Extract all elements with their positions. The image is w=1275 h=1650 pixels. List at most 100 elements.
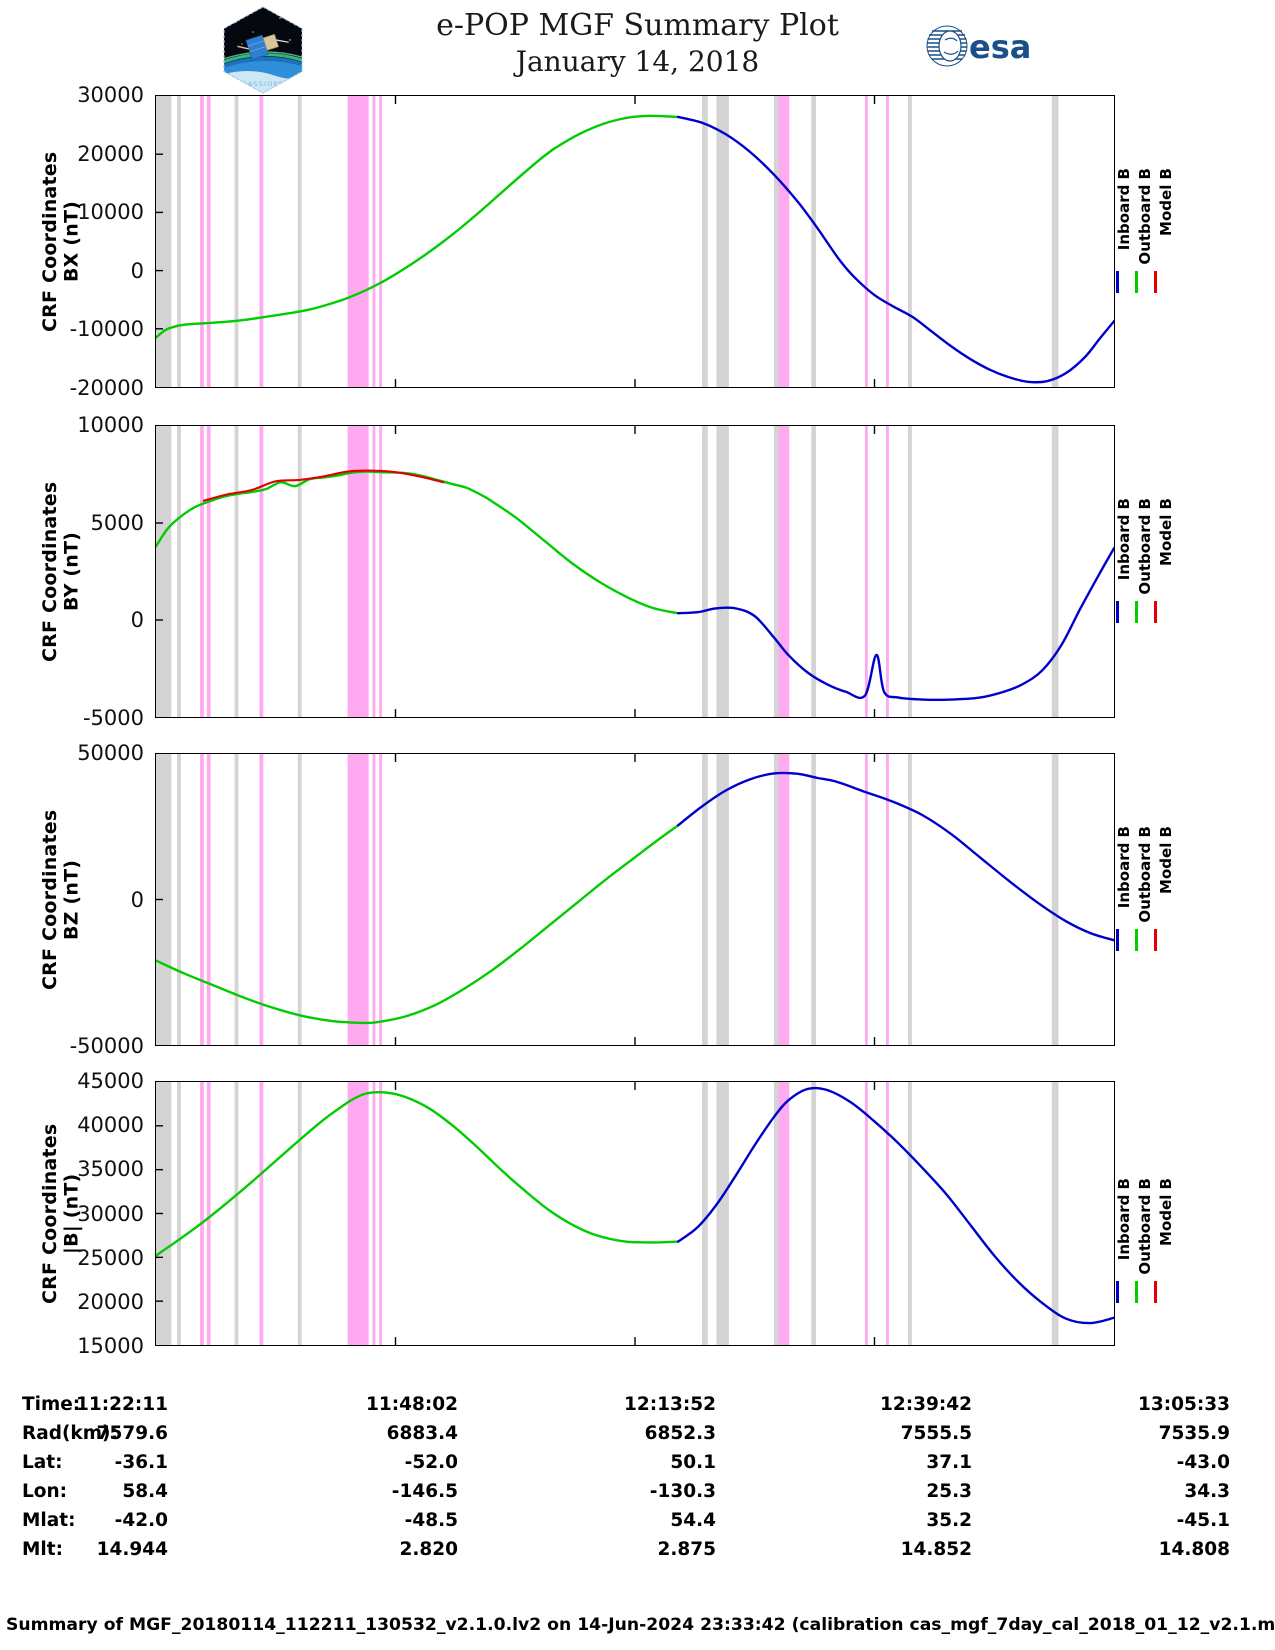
page-title: e-POP MGF Summary Plot January 14, 2018 <box>0 8 1275 79</box>
plot-area-bx[interactable] <box>156 96 1114 387</box>
legend-swatch-outboard-b <box>1135 928 1138 951</box>
table-cell: 7555.5 <box>900 1423 972 1444</box>
table-row: Mlt: 14.944 2.820 2.875 14.852 14.808 <box>0 1539 1275 1568</box>
legend-label-model-b: Model B <box>1157 498 1175 566</box>
legend-swatch-model-b <box>1154 600 1157 623</box>
legend-label-outboard-b: Outboard B <box>1136 168 1154 265</box>
table-cell: 14.808 <box>1158 1539 1230 1560</box>
ytick-label: 0 <box>130 887 144 912</box>
table-cell: -43.0 <box>1176 1452 1230 1473</box>
x-axis-ticks <box>155 1344 1115 1356</box>
table-row: Lat: -36.1 -52.0 50.1 37.1 -43.0 <box>0 1452 1275 1481</box>
table-cell: 11:22:11 <box>75 1394 168 1415</box>
legend-label-inboard-b: Inboard B <box>1115 498 1133 581</box>
legend-swatch-inboard-b <box>1116 1280 1119 1303</box>
legend-label-inboard-b: Inboard B <box>1115 168 1133 251</box>
legend-bt: Inboard B Outboard B Model B <box>1115 1178 1195 1303</box>
table-cell: 35.2 <box>926 1510 972 1531</box>
ytick-label: -20000 <box>69 376 144 400</box>
ytick-label: 10000 <box>77 200 144 225</box>
table-cell: 34.3 <box>1184 1481 1230 1502</box>
ytick-label: 35000 <box>77 1157 144 1182</box>
ytick-label: 50000 <box>77 741 144 765</box>
legend-label-inboard-b: Inboard B <box>1115 826 1133 909</box>
table-cell: -36.1 <box>114 1452 168 1473</box>
table-cell: 58.4 <box>122 1481 168 1502</box>
table-cell: -48.5 <box>404 1510 458 1531</box>
legend-label-model-b: Model B <box>1157 1178 1175 1246</box>
legend-swatch-model-b <box>1154 1280 1157 1303</box>
ytick-labels-bt: 15000 20000 25000 30000 35000 40000 45000 <box>0 1069 150 1358</box>
legend-swatch-model-b <box>1154 928 1157 951</box>
legend-label-outboard-b: Outboard B <box>1136 1178 1154 1275</box>
table-cell: 14.852 <box>900 1539 972 1560</box>
table-cell: -146.5 <box>391 1481 458 1502</box>
ytick-label: 20000 <box>77 141 144 166</box>
table-row-label: Lon: <box>22 1481 68 1502</box>
table-cell: 6883.4 <box>386 1423 458 1444</box>
legend-swatch-inboard-b <box>1116 270 1119 293</box>
table-cell: -42.0 <box>114 1510 168 1531</box>
ytick-label: -50000 <box>69 1034 144 1058</box>
table-cell: -45.1 <box>1176 1510 1230 1531</box>
table-cell: 50.1 <box>670 1452 716 1473</box>
table-cell: 7535.9 <box>1158 1423 1230 1444</box>
table-cell: 11:48:02 <box>365 1394 458 1415</box>
legend-swatch-outboard-b <box>1135 1280 1138 1303</box>
legend-bz: Inboard B Outboard B Model B <box>1115 826 1195 951</box>
esa-logo-text: esa <box>969 28 1031 66</box>
table-row-label: Rad(km): <box>22 1423 118 1444</box>
title-line-2: January 14, 2018 <box>515 44 760 78</box>
ytick-label: 45000 <box>77 1069 144 1093</box>
legend-label-outboard-b: Outboard B <box>1136 826 1154 923</box>
panel-bx <box>155 95 1115 388</box>
legend-label-model-b: Model B <box>1157 826 1175 894</box>
table-row: Time: 11:22:11 11:48:02 12:13:52 12:39:42 13:… <box>0 1394 1275 1423</box>
table-cell: 14.944 <box>96 1539 168 1560</box>
legend-swatch-inboard-b <box>1116 600 1119 623</box>
panel-by <box>155 425 1115 718</box>
ytick-label: 0 <box>130 258 144 283</box>
table-row: Lon: 58.4 -146.5 -130.3 25.3 34.3 <box>0 1481 1275 1510</box>
table-row-label: Lat: <box>22 1452 63 1473</box>
page-header: CASSIOPE e-POP MGF Summary Plot January … <box>0 0 1275 94</box>
table-row-label: Mlat: <box>22 1510 76 1531</box>
cassiope-logo-caption: CASSIOPE <box>242 80 284 88</box>
table-cell: 25.3 <box>926 1481 972 1502</box>
table-row: Rad(km): 7579.6 6883.4 6852.3 7555.5 7535.9 <box>0 1423 1275 1452</box>
table-cell: -52.0 <box>404 1452 458 1473</box>
legend-label-inboard-b: Inboard B <box>1115 1178 1133 1261</box>
table-cell: 54.4 <box>670 1510 716 1531</box>
ephemeris-table: Time: 11:22:11 11:48:02 12:13:52 12:39:42 13:… <box>0 1394 1275 1568</box>
table-row: Mlat: -42.0 -48.5 54.4 35.2 -45.1 <box>0 1510 1275 1539</box>
ytick-label: 30000 <box>77 83 144 107</box>
plot-area-bz[interactable] <box>156 754 1114 1045</box>
cassiope-logo-icon: CASSIOPE <box>218 4 308 96</box>
ytick-label: 20000 <box>77 1289 144 1314</box>
ytick-labels-bx: -20000 -10000 0 10000 20000 30000 <box>0 83 150 400</box>
legend-swatch-outboard-b <box>1135 270 1138 293</box>
title-line-1: e-POP MGF Summary Plot <box>436 8 839 43</box>
ytick-label: 40000 <box>77 1113 144 1138</box>
legend-swatch-model-b <box>1154 270 1157 293</box>
table-cell: 2.875 <box>657 1539 716 1560</box>
legend-by: Inboard B Outboard B Model B <box>1115 498 1195 623</box>
legend-label-outboard-b: Outboard B <box>1136 498 1154 595</box>
table-cell: 13:05:33 <box>1137 1394 1230 1415</box>
legend-swatch-inboard-b <box>1116 928 1119 951</box>
table-cell: 2.820 <box>399 1539 458 1560</box>
ytick-label: -10000 <box>69 317 144 342</box>
footer-summary-text: Summary of MGF_20180114_112211_130532_v2… <box>6 1615 1275 1635</box>
esa-logo-icon: esa <box>925 22 1040 70</box>
table-cell: 7579.6 <box>96 1423 168 1444</box>
ytick-label: 10000 <box>77 413 144 437</box>
plot-area-by[interactable] <box>156 426 1114 717</box>
plot-area-bt[interactable] <box>156 1082 1114 1345</box>
ytick-label: 30000 <box>77 1201 144 1226</box>
ytick-label: 5000 <box>90 510 144 535</box>
table-cell: 12:13:52 <box>623 1394 716 1415</box>
ytick-labels-by: -5000 0 5000 10000 <box>0 413 150 730</box>
legend-label-model-b: Model B <box>1157 168 1175 236</box>
ytick-labels-bz: -50000 0 50000 <box>0 741 150 1058</box>
ytick-label: 0 <box>130 608 144 633</box>
